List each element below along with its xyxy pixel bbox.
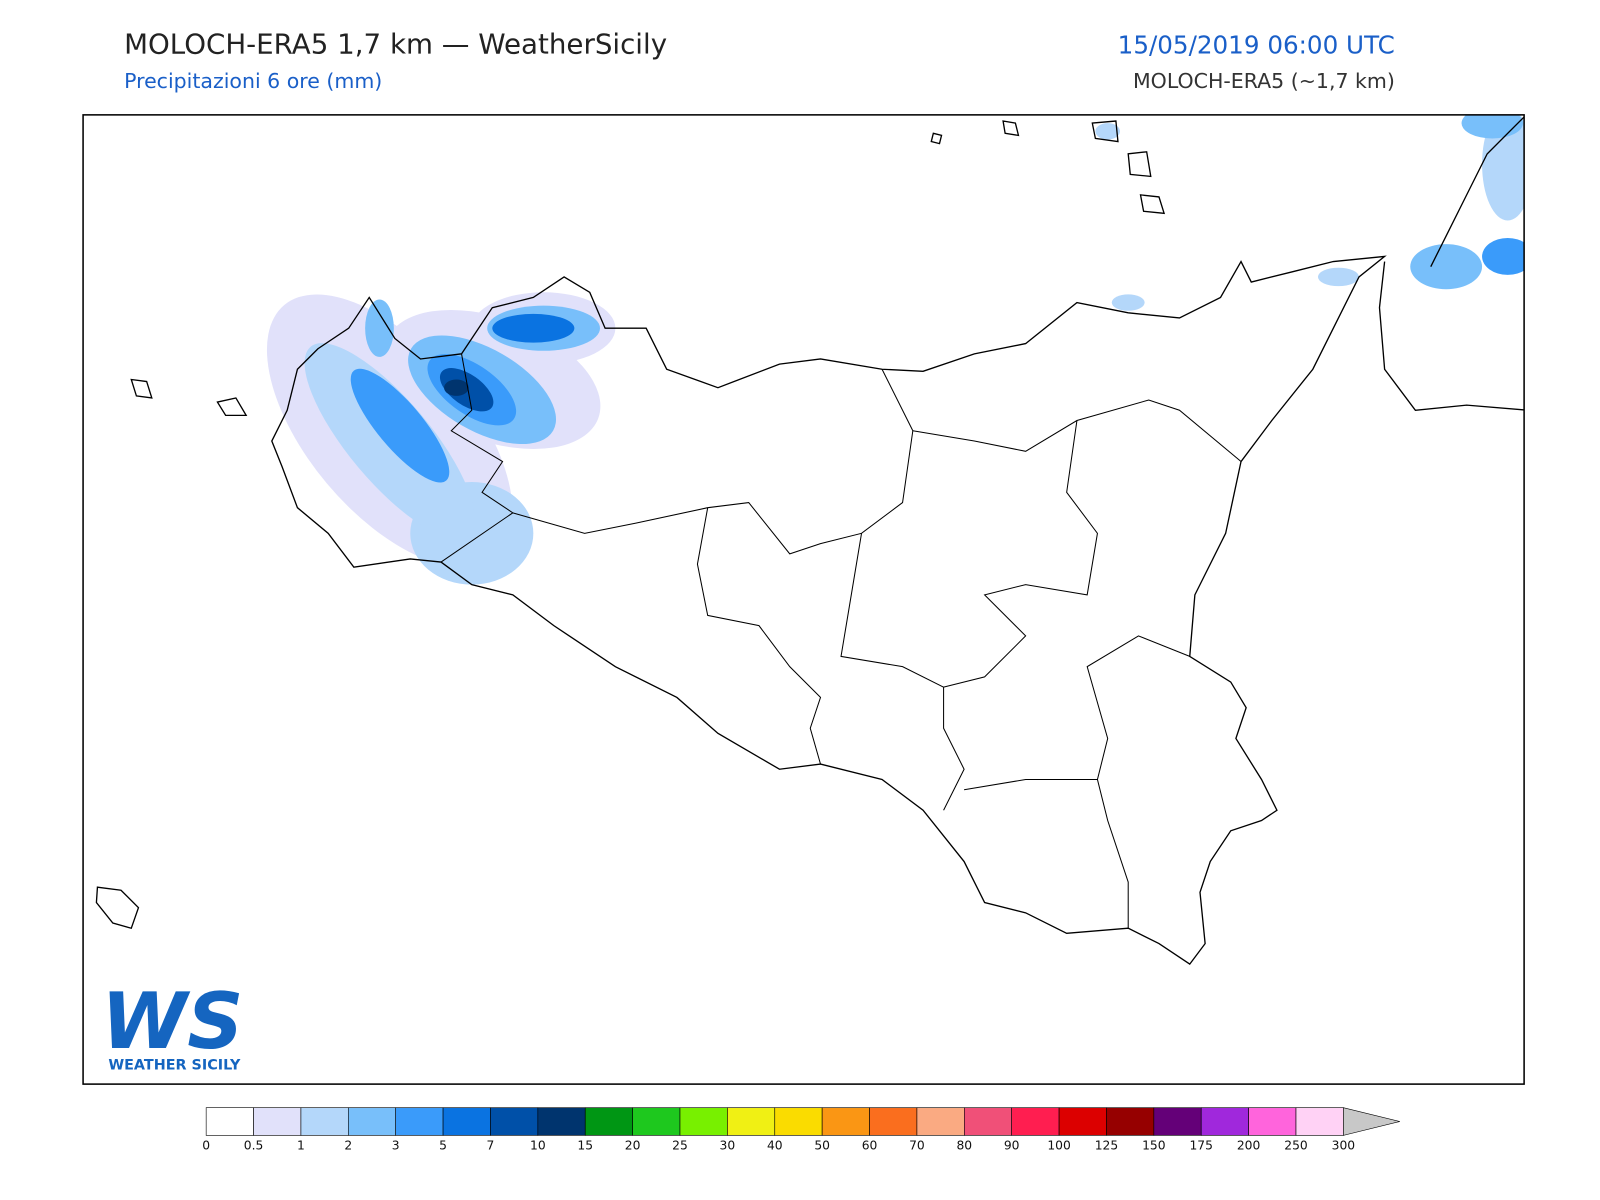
colorbar-box: [1153, 1107, 1202, 1136]
colorbar-tick-label: 3: [392, 1139, 400, 1153]
colorbar-box: [1248, 1107, 1297, 1136]
colorbar-box: [442, 1107, 491, 1136]
colorbar-box: [348, 1107, 397, 1136]
colorbar-box: [395, 1107, 444, 1136]
colorbar-box: [300, 1107, 349, 1136]
logo-letters: WS: [101, 977, 243, 1067]
title: MOLOCH-ERA5 1,7 km — WeatherSicily: [124, 27, 667, 60]
colorbar-tick-label: 50: [814, 1139, 830, 1153]
colorbar-tick-label: 175: [1189, 1139, 1212, 1153]
colorbar-tick-label: 0.5: [244, 1139, 264, 1153]
colorbar: 0 0.5 1 2 3 5 7 10 15 20 25 30 40 50 60 70 80 90 100 125 150…: [202, 1107, 1400, 1153]
map-frame: [82, 114, 1525, 1085]
datetime: 15/05/2019 06:00 UTC: [1118, 30, 1395, 59]
colorbar-box: [490, 1107, 539, 1136]
model-label: MOLOCH-ERA5 (~1,7 km): [1133, 69, 1395, 93]
colorbar-box: [632, 1107, 681, 1136]
colorbar-box: [253, 1107, 302, 1136]
colorbar-box: [964, 1107, 1013, 1136]
subtitle: Precipitazioni 6 ore (mm): [124, 69, 382, 93]
colorbar-tick-label: 70: [909, 1139, 925, 1153]
colorbar-tick-label: 30: [720, 1139, 736, 1153]
colorbar-tick-label: 25: [672, 1139, 688, 1153]
colorbar-box: [1200, 1107, 1249, 1136]
colorbar-tick-label: 5: [439, 1139, 447, 1153]
colorbar-tick-label: 200: [1237, 1139, 1260, 1153]
colorbar-box: [1106, 1107, 1155, 1136]
colorbar-tick-label: 125: [1095, 1139, 1118, 1153]
colorbar-tick-label: 15: [577, 1139, 593, 1153]
colorbar-tick-label: 2: [344, 1139, 352, 1153]
colorbar-box: [205, 1107, 254, 1136]
colorbar-box: [1011, 1107, 1060, 1136]
colorbar-box: [727, 1107, 776, 1136]
logo: WS WEATHER SICILY: [101, 977, 243, 1074]
colorbar-box: [916, 1107, 965, 1136]
colorbar-box: [869, 1107, 918, 1136]
colorbar-tick-label: 80: [956, 1139, 972, 1153]
colorbar-tick-label: 7: [487, 1139, 495, 1153]
colorbar-tick-label: 0: [202, 1139, 210, 1153]
colorbar-box: [1295, 1107, 1344, 1136]
colorbar-tick-label: 60: [862, 1139, 878, 1153]
colorbar-box: [584, 1107, 633, 1136]
colorbar-tick-label: 100: [1047, 1139, 1070, 1153]
colorbar-box: [679, 1107, 728, 1136]
colorbar-extension: [1343, 1107, 1400, 1136]
colorbar-tick-label: 150: [1142, 1139, 1165, 1153]
logo-text: WEATHER SICILY: [108, 1058, 241, 1074]
colorbar-tick-label: 250: [1284, 1139, 1307, 1153]
colorbar-tick-label: 10: [530, 1139, 546, 1153]
precipitation: [266, 114, 1525, 585]
colorbar-box: [1058, 1107, 1107, 1136]
colorbar-tick-label: 40: [767, 1139, 783, 1153]
map: [95, 114, 1525, 966]
colorbar-box: [821, 1107, 870, 1136]
colorbar-tick-label: 90: [1004, 1139, 1020, 1153]
colorbar-tick-label: 300: [1332, 1139, 1355, 1153]
colorbar-box: [537, 1107, 586, 1136]
colorbar-tick-label: 1: [297, 1139, 305, 1153]
colorbar-tick-label: 20: [625, 1139, 641, 1153]
colorbar-box: [774, 1107, 823, 1136]
